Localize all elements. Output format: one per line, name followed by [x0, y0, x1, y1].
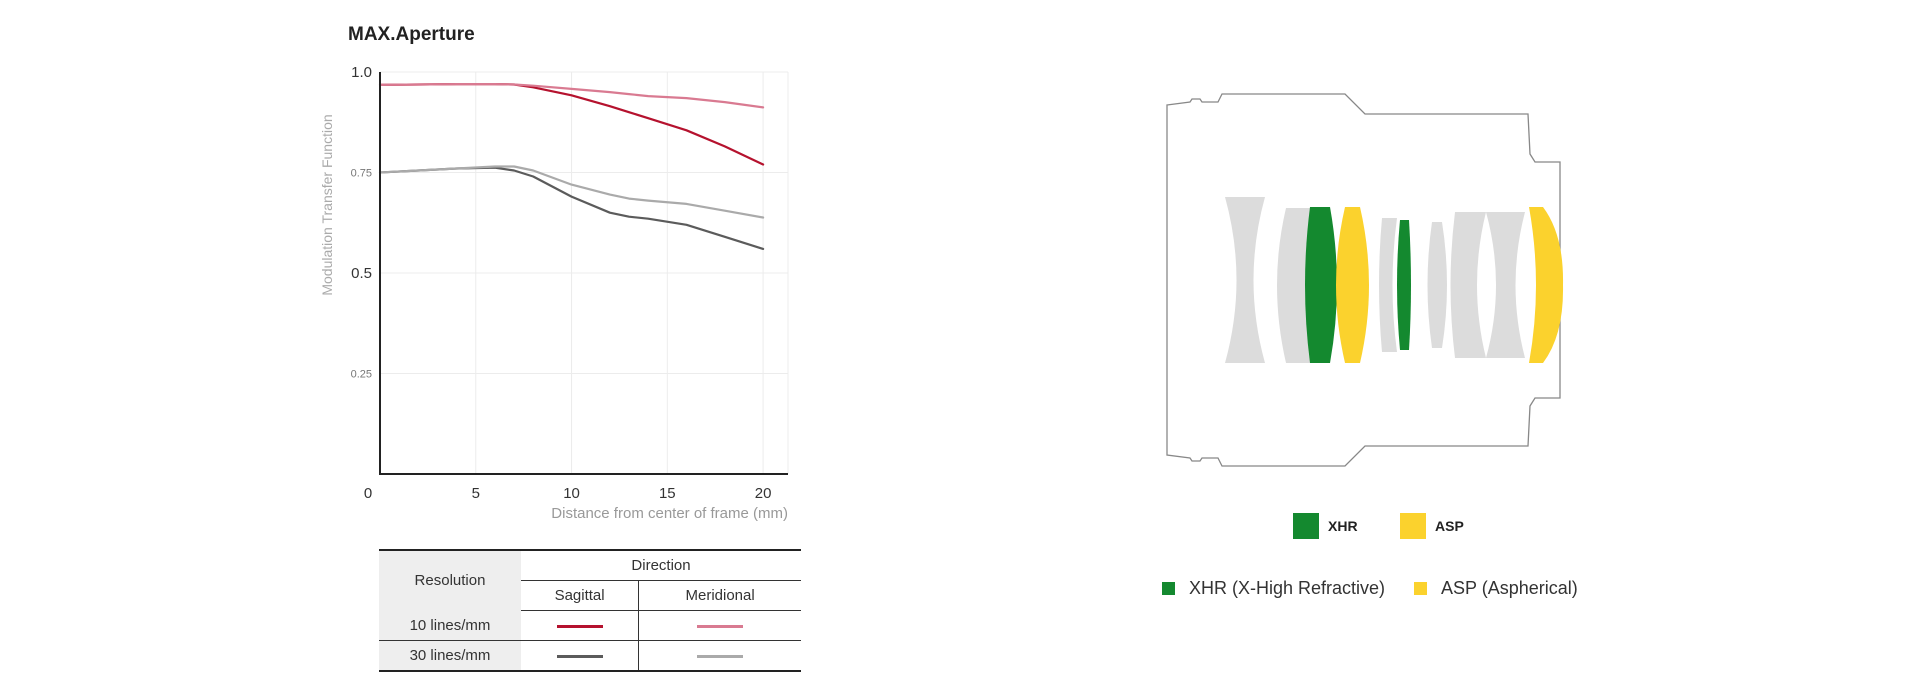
asp-long-label: ASP (Aspherical): [1441, 578, 1578, 598]
legend-table: Resolution Direction Sagittal Meridional…: [379, 549, 801, 672]
x-axis-label: Distance from center of frame (mm): [551, 505, 788, 522]
sagittal-header: Sagittal: [521, 580, 639, 611]
lens-key-asp: ASP: [1400, 513, 1464, 539]
lens-barrel-outline: [1166, 93, 1561, 467]
resolution-header: Resolution: [379, 549, 521, 611]
sagittal-30-swatch-cell: [521, 640, 639, 672]
series-line-meridional-10: [378, 83, 765, 109]
lens-element-1: [1225, 197, 1265, 363]
x-tick-label: 15: [659, 485, 676, 502]
meridional-header: Meridional: [638, 580, 801, 611]
lens-element-8: [1450, 212, 1486, 358]
lens-element-2: [1277, 208, 1315, 363]
y-tick-label: 0.5: [351, 265, 372, 282]
row-label-30: 30 lines/mm: [379, 640, 521, 672]
asp-swatch: [1400, 513, 1426, 539]
xhr-label: XHR: [1328, 518, 1358, 534]
x-tick-label: 0: [364, 485, 372, 502]
lens-key-xhr: XHR: [1293, 513, 1358, 539]
y-tick-label: 0.25: [351, 369, 372, 381]
series-line-meridional-30: [378, 165, 765, 219]
x-tick-label: 20: [755, 485, 772, 502]
bottom-key-xhr: XHR (X-High Refractive): [1162, 578, 1385, 599]
chart-series-layer: [378, 83, 765, 250]
meridional-30-swatch: [697, 654, 744, 658]
lens-element-5: [1379, 218, 1397, 352]
direction-header: Direction: [521, 549, 801, 581]
lens-element-7: [1427, 222, 1447, 348]
y-tick-label: 0.75: [351, 168, 372, 180]
lens-element-3-xhr: [1305, 207, 1337, 363]
chart-grid: [380, 71, 789, 474]
chart-tick-labels: 0 5 10 15 20 1.0 0.75 0.5 0.25: [351, 64, 772, 502]
lens-element-9: [1486, 212, 1525, 358]
meridional-10-swatch-cell: [638, 610, 801, 641]
chart-axes: [379, 72, 788, 475]
mtf-chart: 0 5 10 15 20 1.0 0.75 0.5 0.25 Distance from cen…: [319, 64, 789, 522]
lens-construction-diagram: [1166, 93, 1564, 467]
lens-element-6-xhr: [1397, 220, 1411, 350]
xhr-long-label: XHR (X-High Refractive): [1189, 578, 1386, 598]
sagittal-10-swatch-cell: [521, 610, 639, 641]
asp-small-swatch: [1414, 582, 1427, 595]
sagittal-30-swatch: [556, 654, 603, 658]
row-label-10: 10 lines/mm: [379, 610, 521, 641]
sagittal-10-swatch: [556, 624, 603, 628]
lens-element-4-asp: [1336, 207, 1369, 363]
xhr-small-swatch: [1162, 582, 1175, 595]
asp-label: ASP: [1435, 518, 1464, 534]
bottom-key-asp: ASP (Aspherical): [1414, 578, 1578, 599]
lens-element-10-asp: [1529, 207, 1564, 363]
x-tick-label: 5: [472, 485, 480, 502]
chart-title: MAX.Aperture: [348, 24, 475, 45]
y-axis-label: Modulation Transfer Function: [319, 114, 335, 295]
meridional-10-swatch: [697, 624, 744, 628]
x-tick-label: 10: [563, 485, 580, 502]
y-tick-label: 1.0: [351, 64, 372, 81]
meridional-30-swatch-cell: [638, 640, 801, 672]
xhr-swatch: [1293, 513, 1319, 539]
